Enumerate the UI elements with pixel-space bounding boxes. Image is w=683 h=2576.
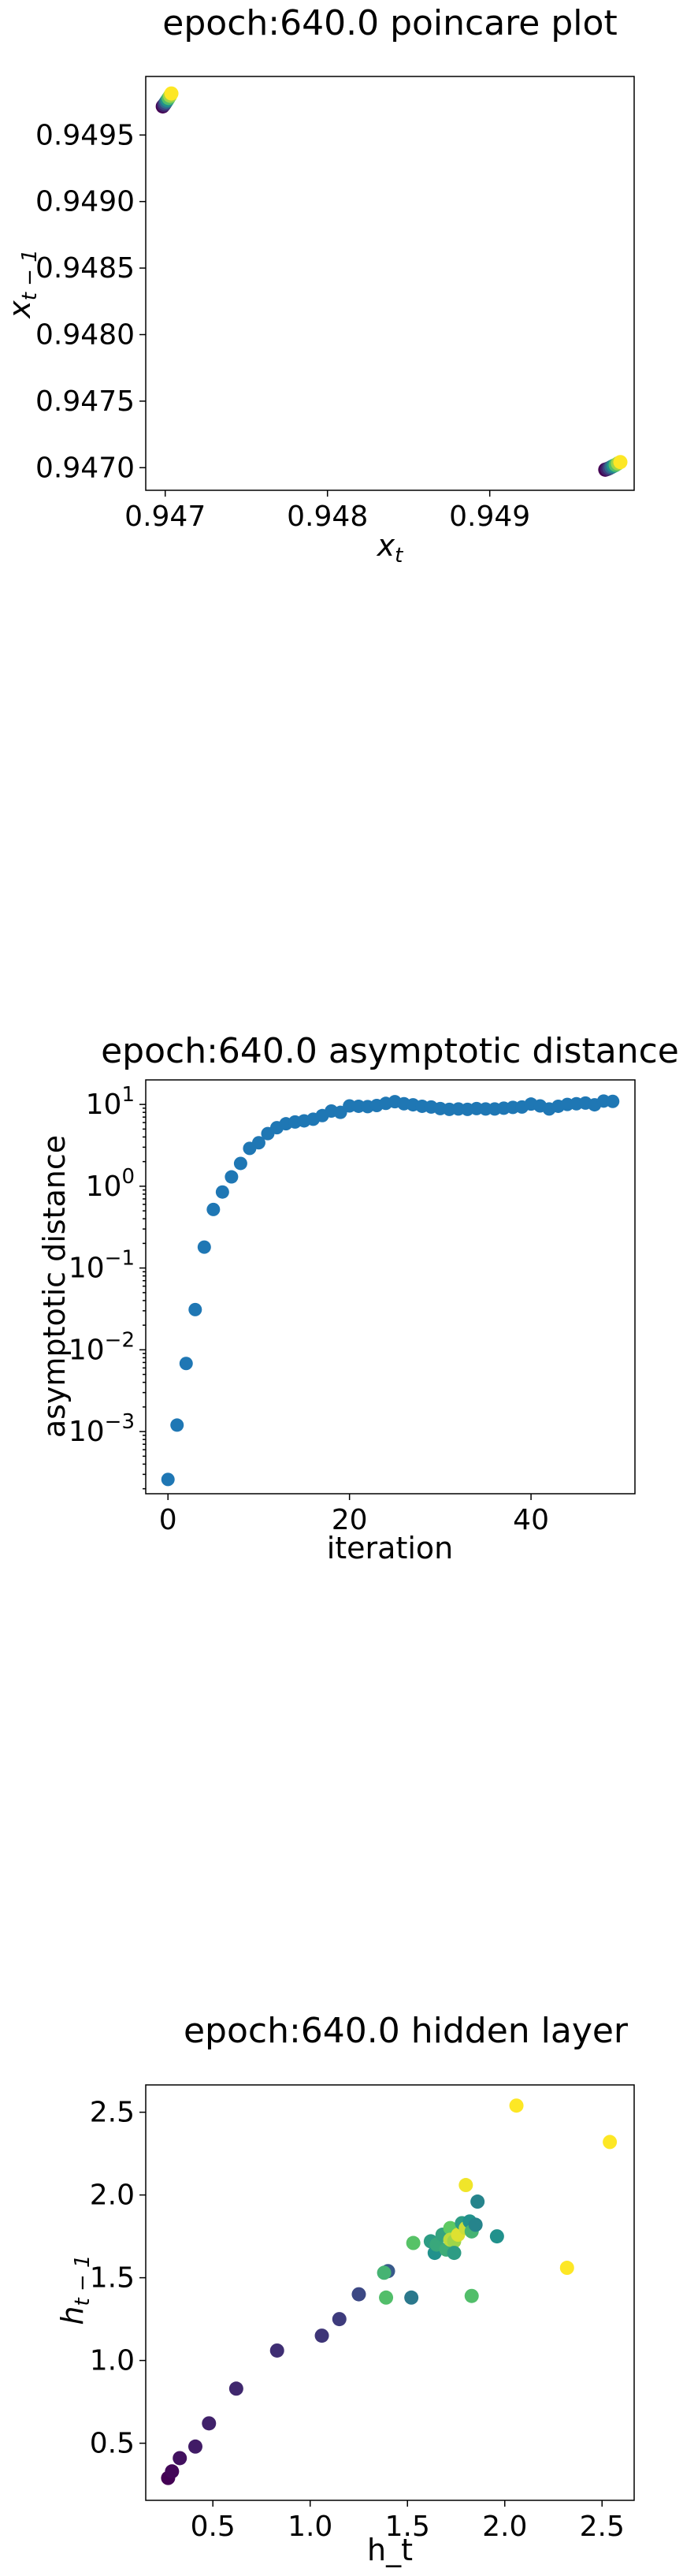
poincare-ylabel-sub: t − 1	[18, 249, 42, 300]
hidden-point	[228, 2381, 243, 2396]
asymptotic-distance-frame	[145, 1079, 636, 1495]
hidden-point	[165, 2464, 180, 2479]
asym-point	[179, 1357, 193, 1371]
hidden-layer-xlabel: h_t	[367, 2533, 413, 2567]
poincare-ylabel-base: x	[2, 300, 37, 319]
asym-xtick-label: 20	[332, 1504, 368, 1536]
hidden-layer-points	[161, 2098, 618, 2485]
poincare-ytick-label: 0.9485	[35, 252, 135, 285]
asymptotic-distance-ylabel: asymptotic distance	[37, 1135, 72, 1438]
hidden-point	[314, 2328, 329, 2343]
asym-point	[233, 1156, 247, 1171]
poincare-plot-frame	[145, 76, 635, 491]
hidden-ylabel-base: h	[55, 2306, 90, 2325]
hidden-layer-ylabel: ht − 1	[55, 2254, 95, 2325]
asymptotic-distance-chart: epoch:640.0 asymptotic distance 0 20 40 10−…	[37, 1031, 679, 1565]
hidden-layer-title: epoch:640.0 hidden layer	[184, 2011, 629, 2051]
asym-point	[170, 1418, 184, 1432]
hidden-layer-chart: epoch:640.0 hidden layer 0.5 1.0 1.5 2.0 2.5…	[55, 2011, 635, 2567]
asym-point	[225, 1170, 239, 1184]
asym-point	[606, 1094, 620, 1108]
hidden-point	[404, 2290, 419, 2305]
hidden-point	[464, 2288, 479, 2303]
asym-point	[197, 1240, 211, 1254]
hidden-point	[332, 2312, 347, 2327]
hidden-layer-axes: 0.5 1.0 1.5 2.0 2.5 0.5 1.0 1.5 2.0 2.5	[90, 2097, 625, 2543]
hidden-xtick-label: 0.5	[191, 2511, 236, 2543]
poincare-ytick-label: 0.9480	[35, 318, 135, 351]
hidden-point	[447, 2246, 462, 2261]
asym-point	[206, 1202, 221, 1216]
asym-ytick-label: 100	[86, 1165, 135, 1203]
hidden-layer-frame	[145, 2084, 635, 2501]
poincare-point	[613, 455, 628, 470]
asym-point	[251, 1136, 265, 1150]
poincare-xtick-label: 0.947	[124, 501, 206, 533]
hidden-ytick-label: 2.0	[90, 2180, 135, 2212]
asym-ytick-label: 10−3	[69, 1410, 135, 1448]
asym-point	[215, 1185, 229, 1199]
asym-xtick-label: 40	[513, 1504, 549, 1536]
poincare-ytick-label: 0.9490	[35, 186, 135, 218]
hidden-ytick-label: 1.0	[90, 2345, 135, 2377]
poincare-xtick-label: 0.949	[449, 501, 530, 533]
hidden-point	[406, 2235, 421, 2250]
asymptotic-distance-title: epoch:640.0 asymptotic distance	[101, 1031, 679, 1071]
hidden-point	[379, 2290, 394, 2305]
hidden-point	[458, 2178, 473, 2193]
asym-ytick-label: 10−1	[69, 1247, 135, 1285]
hidden-xtick-label: 2.0	[482, 2511, 527, 2543]
poincare-plot-chart: epoch:640.0 poincare plot 0.947 0.948 0.94…	[2, 3, 635, 568]
hidden-point	[173, 2451, 187, 2466]
asym-ytick-label: 10−2	[69, 1328, 135, 1366]
hidden-point	[489, 2229, 504, 2244]
asym-xtick-label: 0	[159, 1504, 177, 1536]
poincare-plot-ylabel: xt − 1	[2, 249, 42, 319]
hidden-point	[470, 2194, 485, 2209]
poincare-xlabel-base: x	[377, 528, 395, 563]
asym-ytick-label: 101	[86, 1083, 135, 1121]
asym-point	[161, 1472, 175, 1487]
hidden-xtick-label: 2.5	[580, 2511, 625, 2543]
poincare-ytick-label: 0.9495	[35, 119, 135, 151]
hidden-ytick-label: 0.5	[90, 2428, 135, 2460]
poincare-xtick-label: 0.948	[287, 501, 368, 533]
asymptotic-distance-axes: 0 20 40 10−3 10−2 10−1 100 101	[69, 1083, 549, 1536]
hidden-point	[603, 2135, 618, 2150]
hidden-point	[559, 2261, 574, 2276]
hidden-point	[351, 2287, 366, 2302]
asymptotic-distance-points	[161, 1094, 620, 1487]
hidden-point	[269, 2343, 284, 2358]
hidden-xtick-label: 1.0	[288, 2511, 332, 2543]
hidden-point	[509, 2098, 524, 2113]
asymptotic-distance-xlabel: iteration	[327, 1531, 454, 1565]
hidden-point	[468, 2217, 483, 2232]
hidden-ytick-label: 2.5	[90, 2097, 135, 2129]
poincare-plot-title: epoch:640.0 poincare plot	[162, 3, 617, 43]
poincare-xlabel-sub: t	[395, 544, 403, 568]
poincare-plot-points	[155, 86, 628, 477]
poincare-plot-xlabel: xt	[377, 528, 404, 568]
poincare-point	[164, 86, 179, 101]
poincare-ytick-label: 0.9475	[35, 385, 135, 418]
asym-point	[188, 1302, 202, 1316]
hidden-point	[187, 2439, 202, 2454]
hidden-ytick-label: 1.5	[90, 2262, 135, 2295]
hidden-xtick-label: 1.5	[385, 2511, 430, 2543]
hidden-point	[202, 2416, 217, 2431]
poincare-ytick-label: 0.9470	[35, 452, 135, 484]
poincare-plot-axes: 0.947 0.948 0.949 0.9470 0.9475 0.9480 0.9485 0…	[35, 119, 530, 533]
hidden-point	[377, 2265, 392, 2280]
hidden-ylabel-sub: t − 1	[71, 2254, 95, 2306]
